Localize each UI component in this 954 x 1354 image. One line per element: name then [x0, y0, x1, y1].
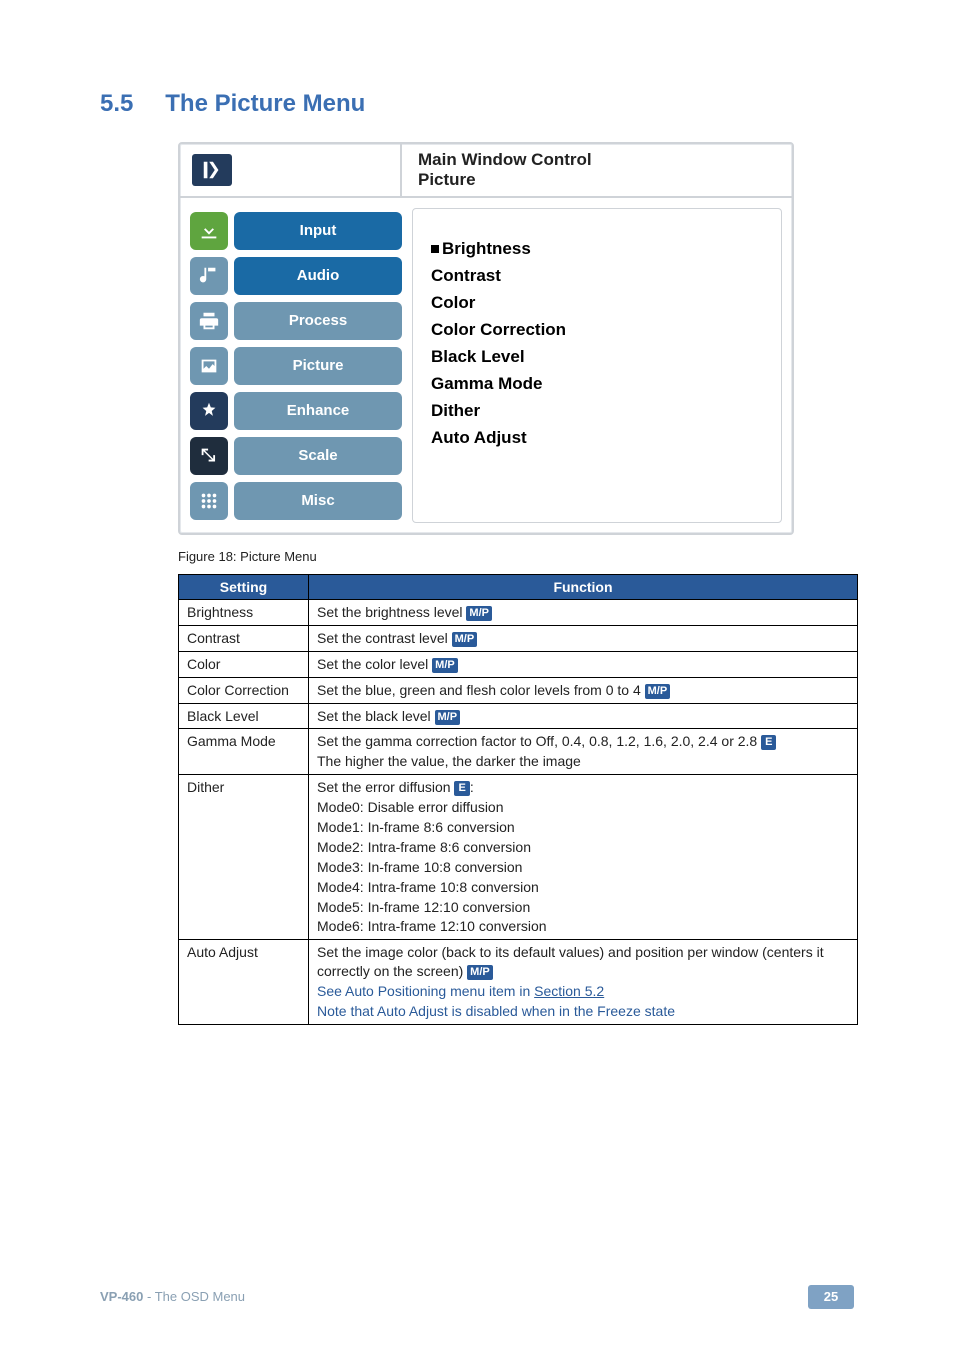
- settings-table: Setting Function BrightnessSet the brigh…: [178, 574, 858, 1025]
- osd-logo-cell: [180, 144, 402, 196]
- footer-section: - The OSD Menu: [143, 1289, 245, 1304]
- content-item-color-correction[interactable]: Color Correction: [431, 320, 763, 340]
- content-item-gamma-mode[interactable]: Gamma Mode: [431, 374, 763, 394]
- setting-cell: Black Level: [179, 703, 309, 729]
- sidebar-label: Misc: [234, 482, 402, 520]
- sidebar-label: Enhance: [234, 392, 402, 430]
- page-number: 25: [808, 1285, 854, 1309]
- function-cell: Set the black level M/P: [309, 703, 858, 729]
- breadcrumb-line2: Picture: [418, 170, 776, 190]
- osd-sidebar: Input Audio Process Picture Enhance Scale Misc: [190, 208, 402, 523]
- mp-badge-icon: M/P: [435, 710, 461, 725]
- table-row: Gamma ModeSet the gamma correction facto…: [179, 729, 858, 775]
- footer-left: VP-460 - The OSD Menu: [100, 1289, 245, 1304]
- section-number: 5.5: [100, 90, 133, 118]
- note-icon: [190, 257, 228, 295]
- osd-breadcrumb: Main Window Control Picture: [402, 144, 792, 196]
- download-icon: [190, 212, 228, 250]
- section-link[interactable]: Section 5.2: [534, 983, 604, 999]
- function-cell: Set the contrast level M/P: [309, 625, 858, 651]
- section-title: The Picture Menu: [165, 90, 365, 118]
- sidebar-label: Picture: [234, 347, 402, 385]
- mp-badge-icon: M/P: [645, 684, 671, 699]
- table-row: ColorSet the color level M/P: [179, 651, 858, 677]
- table-row: BrightnessSet the brightness level M/P: [179, 600, 858, 626]
- setting-cell: Auto Adjust: [179, 940, 309, 1025]
- sidebar-item-process[interactable]: Process: [190, 298, 402, 343]
- misc-icon: [190, 482, 228, 520]
- content-item-auto-adjust[interactable]: Auto Adjust: [431, 428, 763, 448]
- table-row: ContrastSet the contrast level M/P: [179, 625, 858, 651]
- sidebar-label: Audio: [234, 257, 402, 295]
- table-row: Auto AdjustSet the image color (back to …: [179, 940, 858, 1025]
- sidebar-item-input[interactable]: Input: [190, 208, 402, 253]
- sidebar-label: Input: [234, 212, 402, 250]
- sidebar-label: Process: [234, 302, 402, 340]
- picture-icon: [190, 347, 228, 385]
- table-header-setting: Setting: [179, 575, 309, 600]
- osd-header: Main Window Control Picture: [180, 144, 792, 198]
- setting-cell: Color Correction: [179, 677, 309, 703]
- e-badge-icon: E: [761, 735, 776, 750]
- osd-window: Main Window Control Picture Input Audio Pr…: [178, 142, 794, 535]
- sidebar-item-scale[interactable]: Scale: [190, 433, 402, 478]
- printer-icon: [190, 302, 228, 340]
- mp-badge-icon: M/P: [466, 606, 492, 621]
- bullet-icon: [431, 245, 439, 253]
- table-row: Black LevelSet the black level M/P: [179, 703, 858, 729]
- function-cell: Set the image color (back to its default…: [309, 940, 858, 1025]
- figure-caption: Figure 18: Picture Menu: [178, 549, 864, 564]
- setting-cell: Dither: [179, 775, 309, 940]
- sidebar-item-picture[interactable]: Picture: [190, 343, 402, 388]
- scale-icon: [190, 437, 228, 475]
- mp-badge-icon: M/P: [432, 658, 458, 673]
- sidebar-label: Scale: [234, 437, 402, 475]
- enhance-icon: [190, 392, 228, 430]
- mp-badge-icon: M/P: [467, 965, 493, 980]
- kramer-logo-icon: [192, 154, 232, 186]
- sidebar-item-enhance[interactable]: Enhance: [190, 388, 402, 433]
- content-item-contrast[interactable]: Contrast: [431, 266, 763, 286]
- table-row: Color CorrectionSet the blue, green and …: [179, 677, 858, 703]
- table-header-function: Function: [309, 575, 858, 600]
- osd-content: Brightness Contrast Color Color Correction B…: [412, 208, 782, 523]
- mp-badge-icon: M/P: [452, 632, 478, 647]
- setting-cell: Contrast: [179, 625, 309, 651]
- content-item-color[interactable]: Color: [431, 293, 763, 313]
- sidebar-item-audio[interactable]: Audio: [190, 253, 402, 298]
- footer-product: VP-460: [100, 1289, 143, 1304]
- setting-cell: Color: [179, 651, 309, 677]
- content-item-black-level[interactable]: Black Level: [431, 347, 763, 367]
- sidebar-item-misc[interactable]: Misc: [190, 478, 402, 523]
- setting-cell: Gamma Mode: [179, 729, 309, 775]
- table-row: DitherSet the error diffusion E:Mode0: D…: [179, 775, 858, 940]
- content-item-dither[interactable]: Dither: [431, 401, 763, 421]
- function-cell: Set the color level M/P: [309, 651, 858, 677]
- function-cell: Set the gamma correction factor to Off, …: [309, 729, 858, 775]
- breadcrumb-line1: Main Window Control: [418, 150, 776, 170]
- e-badge-icon: E: [454, 781, 469, 796]
- function-cell: Set the error diffusion E:Mode0: Disable…: [309, 775, 858, 940]
- function-cell: Set the brightness level M/P: [309, 600, 858, 626]
- setting-cell: Brightness: [179, 600, 309, 626]
- function-cell: Set the blue, green and flesh color leve…: [309, 677, 858, 703]
- content-item-brightness[interactable]: Brightness: [431, 239, 763, 259]
